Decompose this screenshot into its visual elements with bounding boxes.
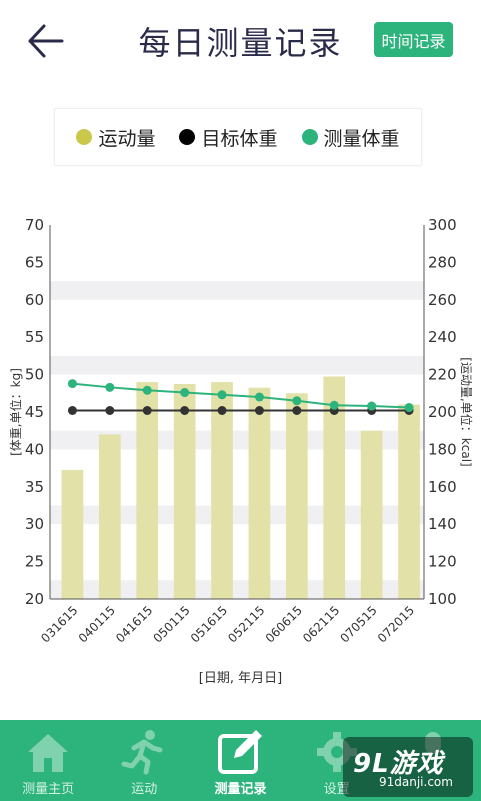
legend-label: 测量体重 bbox=[323, 127, 400, 150]
point-measured-weight bbox=[142, 385, 152, 395]
y-tick-left: 50 bbox=[25, 366, 44, 384]
point-measured-weight bbox=[67, 379, 77, 389]
point-measured-weight bbox=[329, 400, 339, 410]
tab-exercise[interactable]: 运动 bbox=[96, 720, 192, 801]
point-measured-weight bbox=[180, 388, 190, 398]
tab-settings[interactable]: 设置 bbox=[289, 720, 385, 801]
x-tick-label: 062115 bbox=[300, 603, 342, 645]
x-tick-label: 040115 bbox=[76, 603, 118, 645]
legend-dot-exercise-icon bbox=[76, 129, 93, 145]
point-target-weight bbox=[142, 406, 152, 416]
user-icon bbox=[424, 732, 441, 754]
x-tick-label: 051615 bbox=[188, 603, 230, 645]
y-tick-left: 45 bbox=[25, 403, 44, 421]
tab-label: 设置 bbox=[323, 782, 350, 797]
x-tick-label: 041615 bbox=[113, 603, 155, 645]
legend-item-exercise[interactable]: 运动量 bbox=[76, 124, 155, 151]
y-tick-right: 140 bbox=[428, 515, 457, 533]
point-target-weight bbox=[254, 406, 264, 416]
legend-item-target-weight[interactable]: 目标体重 bbox=[179, 124, 278, 151]
tab-records[interactable]: 测量记录 bbox=[192, 720, 288, 801]
bar-exercise bbox=[248, 387, 271, 599]
watermark-logo: 9L游戏 bbox=[353, 749, 444, 779]
bar-exercise bbox=[285, 393, 308, 599]
header: 每日测量记录 时间记录 bbox=[0, 0, 481, 82]
running-icon bbox=[121, 730, 163, 775]
y-tick-right: 300 bbox=[428, 216, 457, 234]
back-arrow-icon[interactable] bbox=[24, 20, 66, 62]
x-tick-label: 050115 bbox=[150, 603, 192, 645]
legend-label: 目标体重 bbox=[201, 127, 278, 150]
point-measured-weight bbox=[367, 401, 377, 411]
x-tick-label: 031615 bbox=[38, 603, 80, 645]
bar-exercise bbox=[360, 430, 383, 599]
grid-band bbox=[50, 281, 424, 300]
point-measured-weight bbox=[217, 390, 227, 400]
y-tick-right: 200 bbox=[428, 403, 457, 421]
bar-exercise bbox=[61, 469, 84, 599]
legend-item-measured-weight[interactable]: 测量体重 bbox=[301, 124, 400, 151]
tab-label: 测量记录 bbox=[214, 782, 267, 797]
y-tick-left: 30 bbox=[25, 515, 44, 533]
bottom-tab-bar: 测量主页 运动 测量记录 设置 bbox=[0, 720, 481, 801]
point-measured-weight bbox=[292, 396, 302, 406]
y-axis-title-left: [体重,单位：kg] bbox=[8, 368, 23, 456]
x-axis-title: [日期, 年月日] bbox=[198, 671, 283, 686]
edit-record-icon bbox=[218, 730, 263, 774]
y-tick-right: 160 bbox=[428, 478, 457, 496]
y-tick-left: 55 bbox=[25, 328, 44, 346]
y-tick-right: 100 bbox=[428, 590, 457, 608]
bar-exercise bbox=[136, 382, 159, 599]
x-tick-label: 052115 bbox=[225, 603, 267, 645]
y-tick-right: 240 bbox=[428, 328, 457, 346]
watermark-url: 91danji.com bbox=[379, 775, 453, 789]
tab-home[interactable]: 测量主页 bbox=[0, 720, 96, 801]
home-icon bbox=[28, 734, 69, 772]
grid-band bbox=[50, 355, 424, 375]
bar-exercise bbox=[398, 404, 420, 599]
point-target-weight bbox=[105, 406, 115, 416]
y-tick-right: 260 bbox=[428, 291, 457, 309]
page-title: 每日测量记录 bbox=[138, 24, 343, 62]
point-measured-weight bbox=[404, 403, 414, 413]
bar-exercise bbox=[211, 382, 233, 599]
gear-icon bbox=[316, 732, 357, 772]
y-axis-title-right: [运动量,单位：kcal] bbox=[459, 357, 474, 466]
bar-exercise bbox=[323, 376, 346, 599]
x-tick-label: 070515 bbox=[337, 603, 379, 645]
y-tick-left: 20 bbox=[25, 590, 44, 608]
line-measured-weight bbox=[72, 382, 410, 409]
y-tick-right: 180 bbox=[428, 440, 457, 458]
time-record-button[interactable]: 时间记录 bbox=[374, 22, 453, 57]
legend-dot-measured-icon bbox=[301, 129, 318, 145]
legend-dot-target-icon bbox=[179, 129, 196, 145]
chart-legend: 运动量 目标体重 测量体重 bbox=[54, 108, 422, 166]
y-tick-left: 70 bbox=[25, 216, 44, 234]
combo-chart: 20 25 30 35 40 45 50 55 60 65 70 100 120 140 160 180 200… bbox=[8, 216, 474, 646]
watermark: 9L游戏 91danji.com bbox=[343, 737, 473, 797]
y-tick-left: 65 bbox=[25, 253, 44, 271]
tab-label: 测量主页 bbox=[22, 782, 75, 797]
point-measured-weight bbox=[105, 382, 115, 392]
y-tick-left: 40 bbox=[25, 440, 44, 458]
x-tick-label: 060615 bbox=[263, 603, 305, 645]
tab-user[interactable] bbox=[385, 720, 481, 801]
y-tick-right: 120 bbox=[428, 553, 457, 571]
y-tick-left: 60 bbox=[25, 291, 44, 309]
point-measured-weight bbox=[254, 392, 264, 402]
y-tick-left: 25 bbox=[25, 553, 44, 571]
bar-exercise bbox=[98, 434, 121, 599]
point-target-weight bbox=[217, 406, 227, 416]
bar-exercise bbox=[173, 383, 196, 599]
x-tick-label: 072015 bbox=[375, 603, 417, 645]
legend-label: 运动量 bbox=[98, 127, 156, 150]
y-tick-right: 220 bbox=[428, 366, 457, 384]
point-target-weight bbox=[180, 406, 190, 416]
point-target-weight bbox=[292, 406, 302, 416]
y-tick-right: 280 bbox=[428, 253, 457, 271]
tab-label: 运动 bbox=[131, 782, 158, 797]
point-target-weight bbox=[67, 406, 77, 416]
y-tick-left: 35 bbox=[25, 478, 44, 496]
